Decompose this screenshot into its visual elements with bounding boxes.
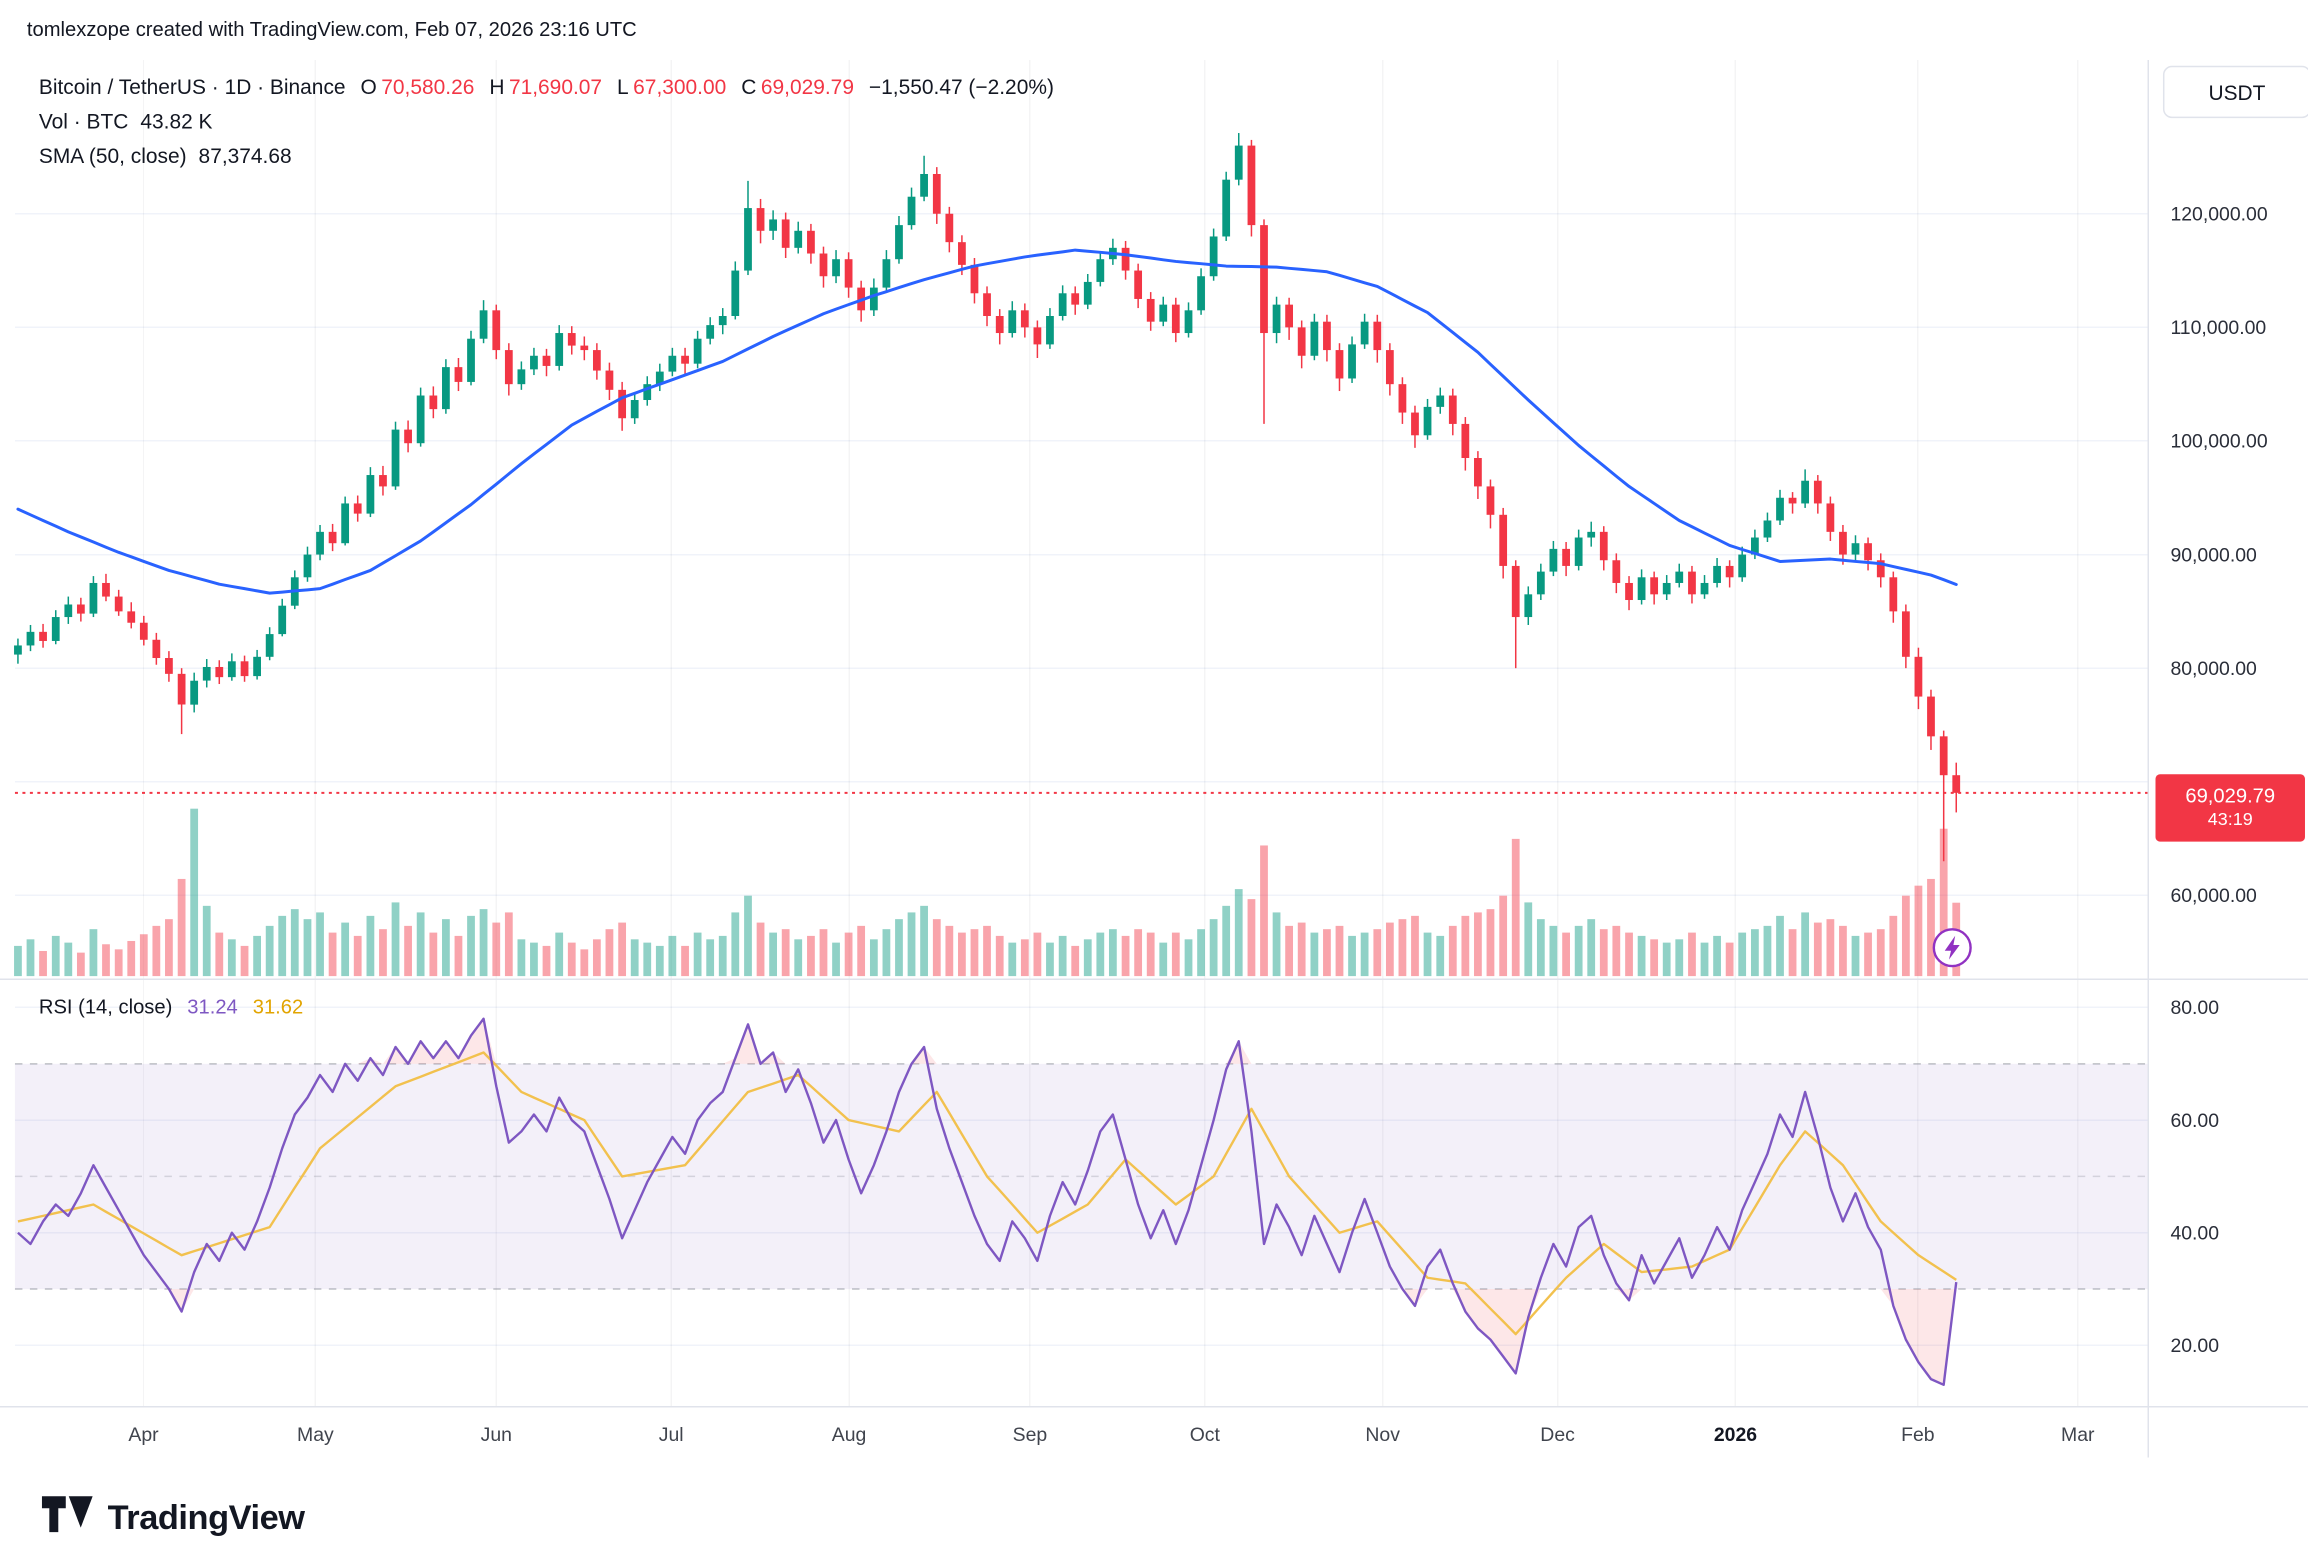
sma-legend: SMA (50, close) 87,374.68 xyxy=(39,144,292,168)
rsi-oversold-fill xyxy=(17,1288,1957,1385)
rsi-legend: RSI (14, close) 31.24 31.62 xyxy=(39,996,318,1018)
sma-value: 87,374.68 xyxy=(198,143,292,168)
candlestick-series xyxy=(14,133,1961,862)
svg-text:20.00: 20.00 xyxy=(2170,1335,2219,1357)
svg-text:Aug: Aug xyxy=(832,1424,867,1446)
rsi-value: 31.24 xyxy=(187,995,238,1018)
currency-toggle-button[interactable]: USDT xyxy=(2162,65,2308,119)
svg-text:90,000.00: 90,000.00 xyxy=(2170,544,2257,566)
svg-text:Oct: Oct xyxy=(1190,1424,1221,1446)
gridlines xyxy=(14,59,2149,1407)
svg-text:Nov: Nov xyxy=(1365,1424,1400,1446)
attribution-text: tomlexzope created with TradingView.com,… xyxy=(26,17,637,41)
svg-text:May: May xyxy=(297,1424,334,1446)
last-price-value: 69,029.79 xyxy=(2185,784,2276,808)
bar-countdown: 43:19 xyxy=(2207,809,2253,831)
last-price-tag: 69,029.79 43:19 xyxy=(2155,774,2305,842)
sma-label: SMA (50, close) xyxy=(38,143,187,168)
volume-value: 43.82 K xyxy=(140,109,213,134)
svg-text:Sep: Sep xyxy=(1013,1424,1048,1446)
symbol-legend: Bitcoin / TetherUS · 1D · Binance O 70,5… xyxy=(39,75,1054,99)
svg-text:Jun: Jun xyxy=(481,1424,512,1446)
tradingview-logo-icon xyxy=(41,1495,93,1541)
rsi-threshold-lines xyxy=(14,1063,2149,1290)
tradingview-logo[interactable]: TradingView xyxy=(41,1495,305,1541)
svg-text:100,000.00: 100,000.00 xyxy=(2170,431,2267,453)
volume-legend: Vol · BTC 43.82 K xyxy=(39,109,213,133)
open-value: 70,580.26 xyxy=(381,74,475,99)
rsi-overbought-fill xyxy=(17,1018,1957,1064)
svg-text:Mar: Mar xyxy=(2061,1424,2095,1446)
svg-text:80.00: 80.00 xyxy=(2170,997,2219,1019)
volume-label: Vol · BTC xyxy=(38,109,129,134)
rsi-band xyxy=(14,1063,2149,1290)
svg-text:60.00: 60.00 xyxy=(2170,1110,2219,1132)
pane-separators xyxy=(0,59,2308,1458)
rsi-ma-value: 31.62 xyxy=(252,995,304,1018)
svg-text:120,000.00: 120,000.00 xyxy=(2170,203,2267,225)
rsi-label: RSI (14, close) xyxy=(38,995,173,1018)
time-axis[interactable]: Apr May Jun Jul Aug Sep Oct Nov Dec 2026 Feb Mar xyxy=(128,1424,2095,1446)
high-value: 71,690.07 xyxy=(508,74,603,99)
high-label: H xyxy=(489,74,505,99)
currency-label: USDT xyxy=(2208,79,2266,104)
svg-text:2026: 2026 xyxy=(1714,1424,1757,1446)
svg-text:110,000.00: 110,000.00 xyxy=(2170,317,2266,339)
sma-line xyxy=(16,248,1958,595)
svg-text:Feb: Feb xyxy=(1901,1424,1934,1446)
svg-text:40.00: 40.00 xyxy=(2170,1222,2219,1244)
tradingview-logo-text: TradingView xyxy=(107,1497,305,1537)
close-value: 69,029.79 xyxy=(760,74,854,99)
symbol-title: Bitcoin / TetherUS · 1D · Binance xyxy=(38,74,346,99)
rsi-line xyxy=(17,1017,1958,1386)
svg-text:Apr: Apr xyxy=(128,1424,159,1446)
flash-order-icon[interactable] xyxy=(1932,928,1972,968)
low-label: L xyxy=(617,74,629,99)
svg-text:60,000.00: 60,000.00 xyxy=(2170,885,2257,907)
volume-bars xyxy=(14,808,1961,977)
svg-text:Dec: Dec xyxy=(1540,1424,1575,1446)
open-label: O xyxy=(360,74,377,99)
rsi-ma-line xyxy=(17,1051,1957,1336)
change-value: −1,550.47 (−2.20%) xyxy=(868,74,1054,99)
svg-text:Jul: Jul xyxy=(659,1424,684,1446)
low-value: 67,300.00 xyxy=(633,74,727,99)
close-label: C xyxy=(741,74,757,99)
svg-text:80,000.00: 80,000.00 xyxy=(2170,658,2257,680)
